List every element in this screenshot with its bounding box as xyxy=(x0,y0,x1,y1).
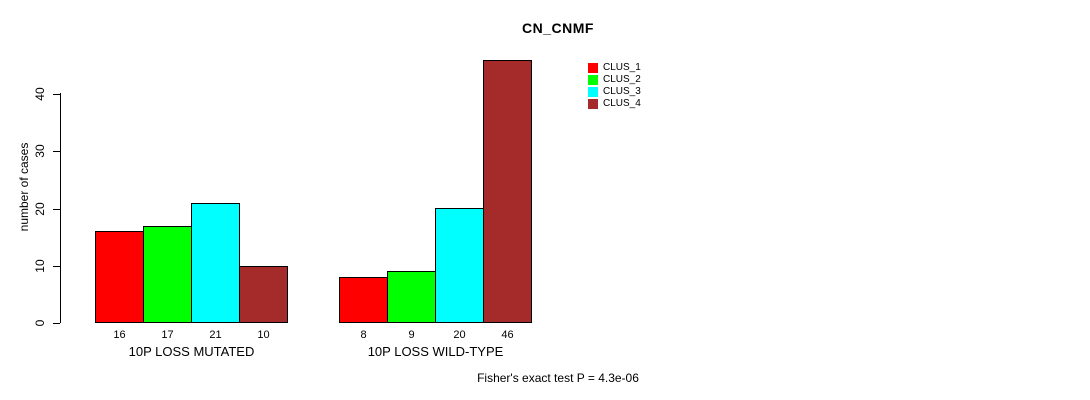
y-axis-title: number of cases xyxy=(17,142,31,232)
y-axis-tick-label: 0 xyxy=(33,319,47,327)
bar-value-label: 16 xyxy=(113,329,126,341)
legend-label: CLUS_4 xyxy=(603,98,641,109)
legend-swatch-icon xyxy=(588,75,598,85)
y-axis-tick-label: 30 xyxy=(33,144,47,158)
bar-value-label: 20 xyxy=(453,329,466,341)
bar-clus_4-group1 xyxy=(239,266,288,323)
bar-clus_2-group2 xyxy=(387,271,436,323)
bar-value-label: 8 xyxy=(360,329,367,341)
bar-clus_1-group1 xyxy=(95,231,144,323)
legend-label: CLUS_1 xyxy=(603,62,641,73)
y-axis-tick-label: 10 xyxy=(33,259,47,273)
y-axis-line xyxy=(60,93,61,323)
legend-row: CLUS_2 xyxy=(588,74,641,86)
bar-value-label: 9 xyxy=(408,329,415,341)
bar-value-label: 10 xyxy=(257,329,270,341)
legend-label: CLUS_3 xyxy=(603,86,641,97)
y-axis-tick-mark xyxy=(53,151,60,152)
legend-label: CLUS_2 xyxy=(603,74,641,85)
legend-swatch-icon xyxy=(588,87,598,97)
legend-swatch-icon xyxy=(588,99,598,109)
y-axis-tick-label: 20 xyxy=(33,202,47,216)
bar-value-label: 46 xyxy=(501,329,514,341)
fisher-test-annotation: Fisher's exact test P = 4.3e-06 xyxy=(477,371,639,385)
bar-value-label: 21 xyxy=(209,329,222,341)
x-axis-group-label: 10P LOSS MUTATED xyxy=(128,344,255,359)
bar-clus_3-group2 xyxy=(435,208,484,323)
legend-row: CLUS_4 xyxy=(588,98,641,110)
y-axis-tick-mark xyxy=(53,94,60,95)
bar-clus_2-group1 xyxy=(143,226,192,323)
y-axis-tick-mark xyxy=(53,209,60,210)
y-axis-tick-mark xyxy=(53,323,60,324)
bar-clus_4-group2 xyxy=(483,60,532,323)
legend: CLUS_1 CLUS_2 CLUS_3 CLUS_4 xyxy=(588,62,641,110)
y-axis-tick-mark xyxy=(53,266,60,267)
bar-clus_1-group2 xyxy=(339,277,388,323)
bar-clus_3-group1 xyxy=(191,203,240,323)
x-axis-group-label: 10P LOSS WILD-TYPE xyxy=(367,344,504,359)
legend-row: CLUS_1 xyxy=(588,62,641,74)
legend-row: CLUS_3 xyxy=(588,86,641,98)
y-axis-tick-label: 40 xyxy=(33,87,47,101)
legend-swatch-icon xyxy=(588,63,598,73)
bar-value-label: 17 xyxy=(161,329,174,341)
chart-title: CN_CNMF xyxy=(522,20,594,36)
